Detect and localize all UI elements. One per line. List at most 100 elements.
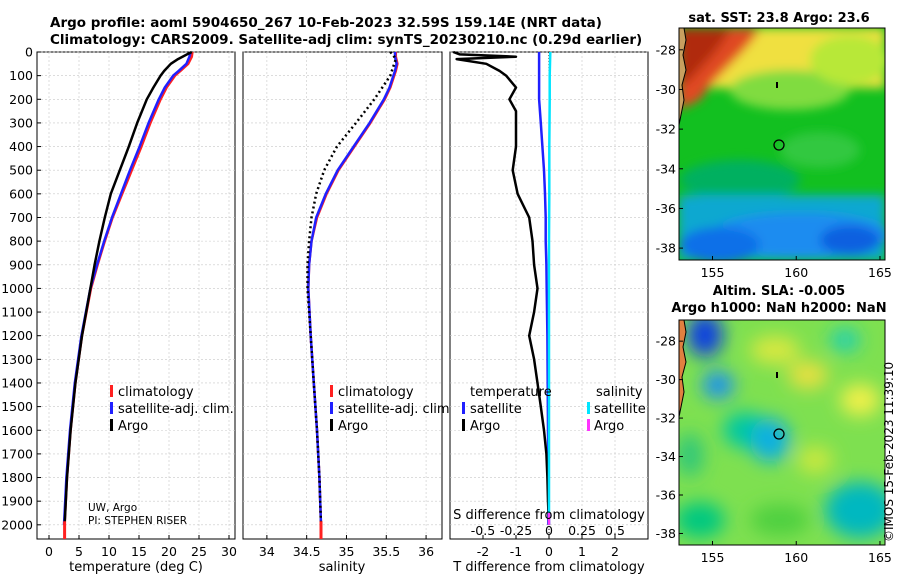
- legend-label-satellite: satellite-adj. clim.: [118, 402, 234, 417]
- x-tick-label: 34: [259, 544, 275, 559]
- map-x-tick-label: 165: [868, 550, 892, 565]
- legend-label-satellite: satellite-adj. clim.: [338, 402, 454, 417]
- map-y-tick-label: -38: [656, 241, 676, 256]
- temperature-panel: 0100200300400500600700800900100011001200…: [1, 45, 237, 576]
- y-tick-label: 900: [9, 257, 33, 272]
- y-tick-label: 600: [9, 186, 33, 201]
- sst-map-panel: sat. SST: 23.8 Argo: 23.6 155 160 165 -28 -3…: [656, 11, 892, 280]
- s-tick-label: -0.25: [500, 523, 532, 538]
- s-difference-label: S difference from climatology: [453, 508, 645, 523]
- map-y-tick-label: -32: [656, 122, 676, 137]
- legend-title-temperature: temperature: [470, 385, 552, 400]
- title-line-2: Climatology: CARS2009. Satellite-adj cli…: [50, 32, 642, 48]
- sla-map-title-2: Argo h1000: NaN h2000: NaN: [671, 301, 886, 316]
- y-tick-label: 500: [9, 163, 33, 178]
- legend-label-s-satellite: satellite: [594, 402, 646, 417]
- s-tick-label: -0.5: [471, 523, 495, 538]
- x-tick-label: 25: [191, 544, 207, 559]
- map-y-tick-label: -36: [656, 488, 676, 503]
- legend-swatch-climatology: [110, 385, 113, 397]
- y-tick-label: 1600: [1, 423, 33, 438]
- s-tick-label: 0: [545, 523, 553, 538]
- s-tick-label: 0.25: [568, 523, 596, 538]
- sla-map-title-1: Altim. SLA: -0.005: [713, 284, 845, 299]
- title-line-1: Argo profile: aoml 5904650_267 10-Feb-20…: [50, 15, 602, 31]
- y-tick-label: 1200: [1, 328, 33, 343]
- map-y-tick-label: -30: [656, 372, 676, 387]
- x-tick-label: 35.5: [372, 544, 400, 559]
- map-y-tick-label: -36: [656, 201, 676, 216]
- y-tick-label: 1700: [1, 446, 33, 461]
- x-tick-label: 5: [75, 544, 83, 559]
- legend-swatch-t-satellite: [462, 402, 465, 414]
- legend-title-salinity: salinity: [596, 385, 643, 400]
- sst-float-track: [776, 82, 778, 88]
- legend-swatch-s-argo: [587, 419, 590, 431]
- y-tick-label: 1300: [1, 352, 33, 367]
- y-tick-label: 400: [9, 139, 33, 154]
- map-x-tick-label: 155: [701, 265, 725, 280]
- imos-timestamp: ©IMOS 15-Feb-2023 11:39:10: [882, 362, 896, 542]
- map-x-tick-label: 160: [784, 265, 808, 280]
- y-tick-label: 800: [9, 234, 33, 249]
- y-tick-label: 700: [9, 210, 33, 225]
- x-tick-label: -1: [510, 544, 522, 559]
- sla-map-panel: Altim. SLA: -0.005 Argo h1000: NaN h2000…: [656, 284, 895, 565]
- legend-swatch-t-argo: [462, 419, 465, 431]
- sla-field: [675, 313, 895, 545]
- legend-label-argo: Argo: [338, 419, 368, 434]
- legend-label-t-argo: Argo: [470, 419, 500, 434]
- legend-label-t-satellite: satellite: [470, 402, 522, 417]
- credit-line-1: UW, Argo: [88, 502, 137, 514]
- x-tick-label: 15: [131, 544, 147, 559]
- y-tick-label: 0: [25, 45, 33, 60]
- sst-map-title: sat. SST: 23.8 Argo: 23.6: [688, 11, 869, 26]
- legend-swatch-climatology: [330, 385, 333, 397]
- legend-label-argo: Argo: [118, 419, 148, 434]
- map-x-tick-label: 165: [868, 265, 892, 280]
- x-tick-label: 35: [339, 544, 355, 559]
- t-difference-xlabel: T difference from climatology: [452, 560, 645, 575]
- legend-swatch-s-satellite: [587, 402, 590, 414]
- legend-swatch-satellite: [110, 402, 113, 414]
- x-tick-label: 0: [545, 544, 553, 559]
- x-tick-label: 2: [611, 544, 619, 559]
- x-tick-label: -2: [477, 544, 489, 559]
- map-y-tick-label: -34: [656, 161, 676, 176]
- salinity-xlabel: salinity: [319, 560, 366, 575]
- y-tick-label: 1400: [1, 375, 33, 390]
- map-x-tick-label: 160: [784, 550, 808, 565]
- map-y-tick-label: -34: [656, 449, 676, 464]
- map-x-tick-label: 155: [701, 550, 725, 565]
- y-tick-label: 1500: [1, 399, 33, 414]
- s-tick-label: 0.5: [605, 523, 625, 538]
- y-tick-label: 300: [9, 115, 33, 130]
- y-tick-label: 100: [9, 68, 33, 83]
- x-tick-label: 30: [221, 544, 237, 559]
- legend-swatch-satellite: [330, 402, 333, 414]
- figure: Argo profile: aoml 5904650_267 10-Feb-20…: [0, 0, 900, 580]
- map-y-tick-label: -30: [656, 82, 676, 97]
- y-tick-label: 1800: [1, 470, 33, 485]
- legend-swatch-argo: [110, 419, 113, 431]
- x-tick-label: 20: [161, 544, 177, 559]
- x-tick-label: 34.5: [293, 544, 321, 559]
- credit-line-2: PI: STEPHEN RISER: [88, 515, 187, 527]
- y-tick-label: 1900: [1, 494, 33, 509]
- temperature-xlabel: temperature (deg C): [69, 560, 203, 575]
- y-tick-label: 200: [9, 92, 33, 107]
- salinity-panel: 34 34.5 35 35.5 36 climatology satellite-adj…: [243, 52, 454, 575]
- x-tick-label: 36: [418, 544, 434, 559]
- y-tick-label: 1000: [1, 281, 33, 296]
- series-line-s-satellite: [549, 52, 550, 525]
- x-tick-label: 0: [45, 544, 53, 559]
- legend-swatch-argo: [330, 419, 333, 431]
- difference-panel: -2 -1 0 1 2 temperature salinity satellite A…: [450, 52, 648, 575]
- y-tick-label: 2000: [1, 517, 33, 532]
- map-y-tick-label: -28: [656, 334, 676, 349]
- legend-label-s-argo: Argo: [594, 419, 624, 434]
- x-tick-label: 10: [101, 544, 117, 559]
- sla-float-track: [776, 372, 778, 378]
- y-tick-label: 1100: [1, 305, 33, 320]
- map-y-tick-label: -32: [656, 411, 676, 426]
